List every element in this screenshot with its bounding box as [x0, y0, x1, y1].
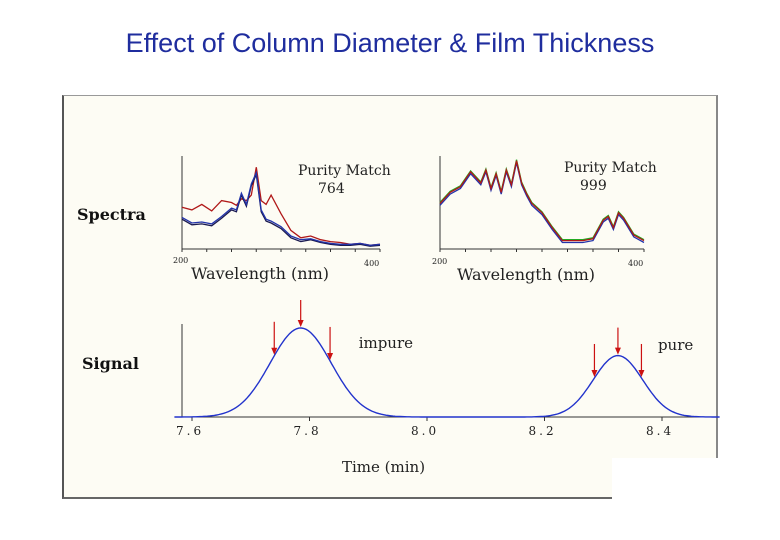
spectrum-left-series-line-2 — [181, 170, 381, 246]
signal-curve — [174, 327, 720, 418]
signal-peak-labels: impure pure — [359, 334, 694, 354]
signal-markers — [271, 300, 645, 377]
spectrum-left-annotation-line1: Purity Match — [298, 163, 391, 179]
spectrum-left-tick-label-max: 400 — [364, 259, 379, 268]
spectrum-right-panel: Purity Match 999 200 400 Wavelength (nm) — [432, 156, 657, 284]
spectrum-right-annotation-line1: Purity Match — [564, 160, 657, 176]
spectrum-left-series-line-0 — [181, 167, 381, 246]
spectrum-right-ticks — [439, 249, 645, 252]
signal-tick-label: 8.4 — [646, 424, 674, 438]
spectrum-right-series — [439, 159, 645, 244]
signal-panel: 7.6 7.8 8.0 8.2 8.4 impure pure Time (min) — [174, 300, 720, 476]
peak-marker-arrowhead — [591, 369, 598, 377]
spectra-row-label: Spectra — [77, 205, 146, 224]
spectrum-left-series — [181, 167, 381, 247]
peak-marker-arrowhead — [327, 352, 334, 360]
spectrum-right-annotation-line2: 999 — [580, 178, 607, 194]
signal-xlabel: Time (min) — [342, 458, 425, 476]
peak-marker-arrowhead — [614, 347, 621, 355]
spectrum-left-ticks — [181, 249, 381, 252]
peak-marker-arrowhead — [638, 369, 645, 377]
slide-title: Effect of Column Diameter & Film Thickne… — [125, 28, 655, 58]
spectrum-left-tick-label-min: 200 — [173, 256, 188, 265]
spectrum-right-series-line-1 — [439, 162, 645, 244]
spectrum-left-panel: Purity Match 764 200 400 Wavelength (nm) — [173, 156, 391, 283]
figure-canvas: Spectra Signal Purity Match 764 200 400 … — [77, 156, 720, 476]
spectrum-left-xlabel: Wavelength (nm) — [191, 264, 329, 283]
signal-tick-label: 7.8 — [294, 424, 322, 438]
signal-tick-label: 8.2 — [529, 424, 557, 438]
peak-marker-arrowhead — [271, 347, 278, 355]
chromatogram-figure: Spectra Signal Purity Match 764 200 400 … — [62, 95, 720, 499]
peak-label-impure: impure — [359, 334, 413, 352]
peak-label-pure: pure — [658, 336, 693, 354]
spectrum-left-annotation-line2: 764 — [318, 181, 345, 197]
peak-marker-arrowhead — [297, 320, 304, 327]
signal-tick-label: 8.0 — [411, 424, 439, 438]
spectrum-right-tick-label-min: 200 — [432, 257, 447, 266]
spectrum-right-series-line-2 — [439, 160, 645, 242]
signal-tick-label: 7.6 — [176, 424, 204, 438]
signal-row-label: Signal — [82, 354, 139, 373]
spectrum-left-series-line-1 — [181, 172, 381, 247]
signal-ticks: 7.6 7.8 8.0 8.2 8.4 — [176, 417, 674, 438]
signal-series — [174, 327, 720, 418]
spectrum-right-xlabel: Wavelength (nm) — [457, 265, 595, 284]
spectrum-right-tick-label-max: 400 — [628, 259, 643, 268]
corner-patch — [612, 458, 722, 506]
